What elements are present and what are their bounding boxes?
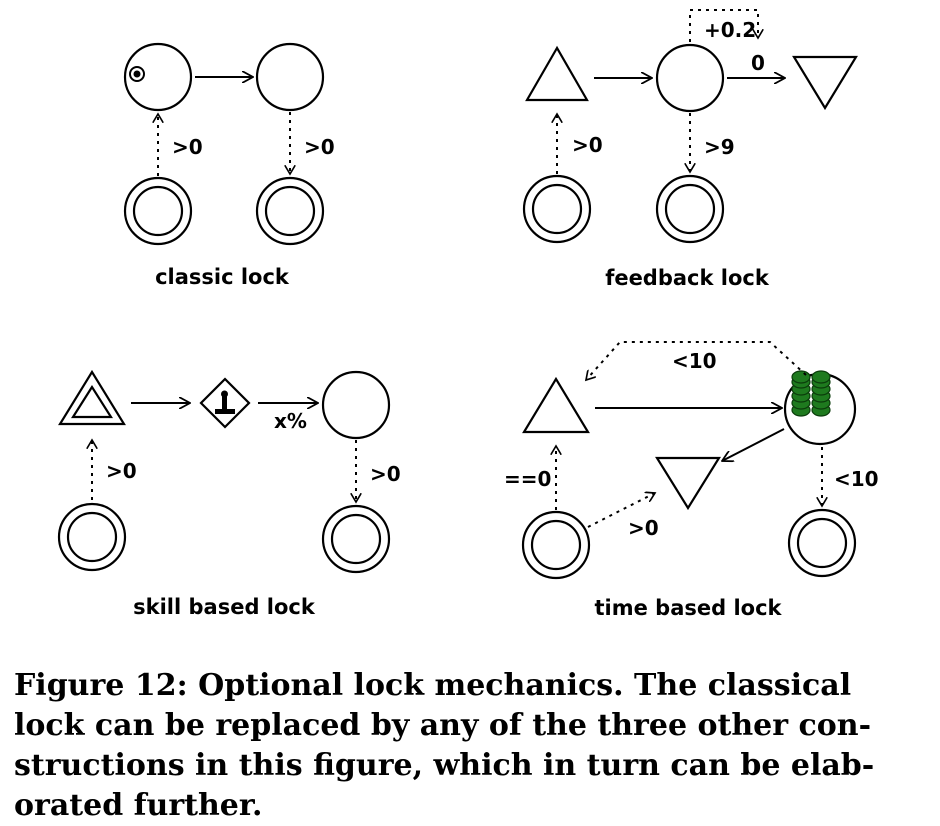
caption-line: Figure 12: Optional lock mechanics. The … <box>14 668 852 703</box>
register-right-inner <box>264 185 316 237</box>
feedback-connection <box>689 9 758 42</box>
panel-classic-lock: >0 >0 classic lock <box>123 42 335 289</box>
pool-empty <box>321 370 391 440</box>
panel-skill-based-lock: x% >0 >0 skill based lock <box>57 369 401 619</box>
skill-based-lock-title: skill based lock <box>133 595 316 619</box>
caption-line: structions in this figure, which in turn… <box>14 748 875 783</box>
time-left-condition: ==0 <box>504 467 551 491</box>
classic-right-condition: >0 <box>304 135 335 159</box>
drain-triangle <box>655 456 721 511</box>
token-stack <box>791 370 831 417</box>
lock-mechanics-figure: >0 >0 classic lock +0.2 0 >0 >9 feedback… <box>57 9 879 620</box>
token-dot-center <box>133 70 141 78</box>
flow-arrow-to-drain <box>722 428 785 461</box>
time-based-lock-title: time based lock <box>594 596 782 620</box>
skill-bottom-condition: >0 <box>106 459 137 483</box>
feedback-output-label: 0 <box>751 51 765 75</box>
source-triangle <box>525 45 589 102</box>
resource-token <box>811 370 831 384</box>
timer-feedback-connection <box>586 341 807 380</box>
figure-caption: Figure 12: Optional lock mechanics. The … <box>14 666 926 826</box>
register-left-inner <box>531 183 583 235</box>
classic-lock-title: classic lock <box>155 265 290 289</box>
skill-right-condition: >0 <box>370 462 401 486</box>
caption-line: orated further. <box>14 788 263 823</box>
feedback-right-condition: >9 <box>704 135 735 159</box>
pool-empty <box>655 43 725 113</box>
source-triangle <box>522 376 590 434</box>
resource-token <box>791 370 811 384</box>
feedback-lock-title: feedback lock <box>605 266 770 290</box>
joystick-icon <box>215 390 235 414</box>
source-triangle-inner <box>71 384 113 419</box>
skill-probability-label: x% <box>274 409 307 433</box>
panel-feedback-lock: +0.2 0 >0 >9 feedback lock <box>522 9 858 290</box>
feedback-left-condition: >0 <box>572 133 603 157</box>
register-right-inner <box>330 513 382 565</box>
time-bottom-condition: >0 <box>628 516 659 540</box>
time-top-condition: <10 <box>672 349 717 373</box>
panel-time-based-lock: <10 ==0 >0 <10 time based lock <box>504 341 879 620</box>
pool-with-token <box>123 42 193 112</box>
register-left-inner <box>132 185 184 237</box>
classic-left-condition: >0 <box>172 135 203 159</box>
register-right-inner <box>796 517 848 569</box>
time-right-condition: <10 <box>834 467 879 491</box>
caption-line: lock can be replaced by any of the three… <box>14 708 872 743</box>
register-left-inner <box>530 519 582 571</box>
feedback-amount-label: +0.2 <box>704 18 756 42</box>
drain-triangle <box>792 55 858 111</box>
register-right-inner <box>664 183 716 235</box>
register-left-inner <box>66 511 118 563</box>
pool-empty <box>255 42 325 112</box>
